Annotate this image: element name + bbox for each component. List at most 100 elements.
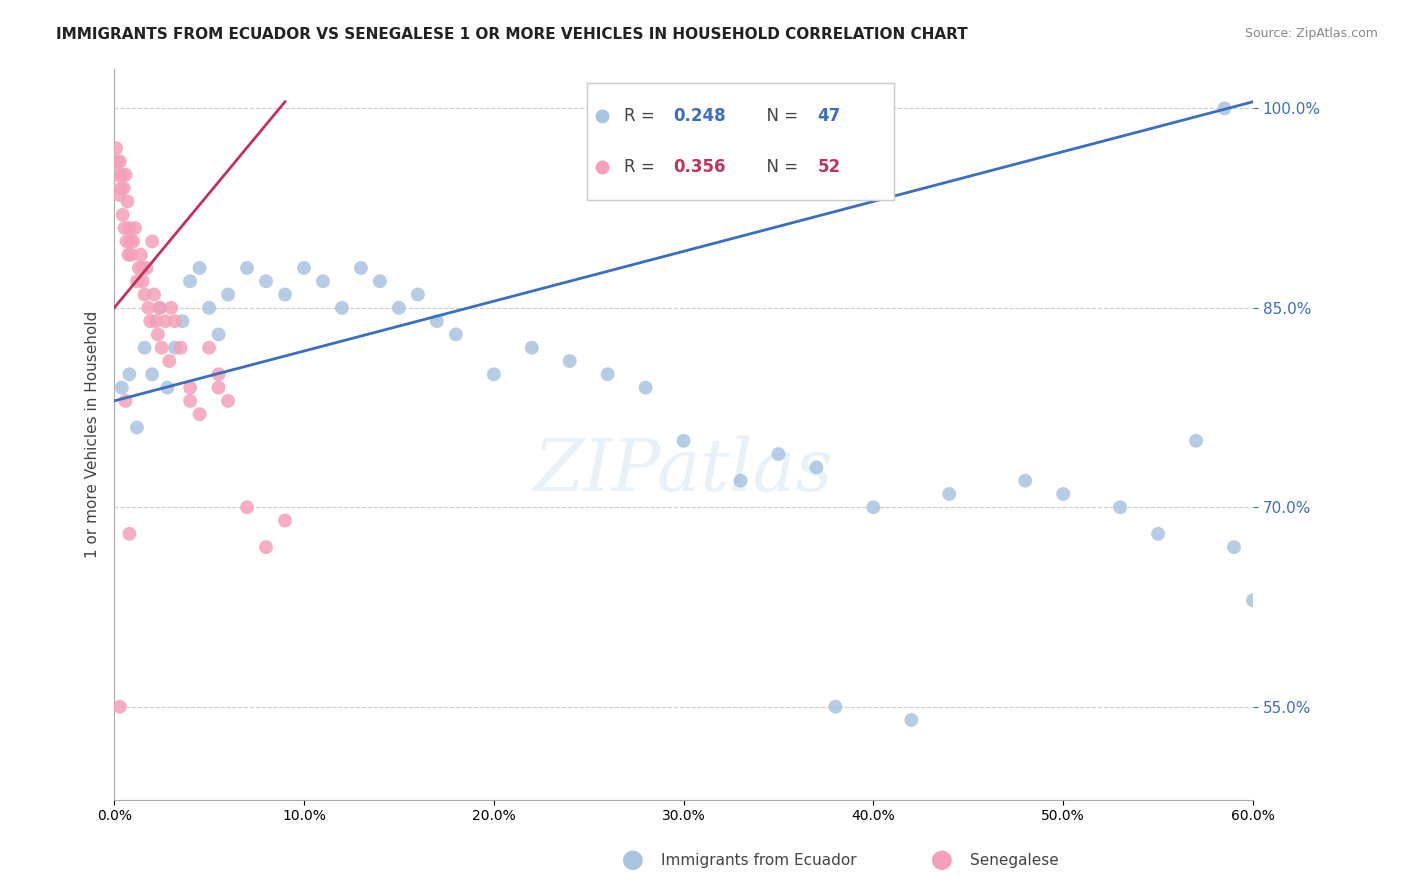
Senegalese	[117, 247, 139, 261]
Senegalese	[198, 341, 221, 355]
Immigrants from Ecuador	[207, 327, 229, 342]
Immigrants from Ecuador	[134, 341, 156, 355]
Senegalese	[122, 235, 145, 249]
Immigrants from Ecuador	[141, 368, 163, 382]
Immigrants from Ecuador	[156, 381, 179, 395]
Immigrants from Ecuador	[1147, 526, 1170, 541]
Immigrants from Ecuador	[634, 381, 657, 395]
Immigrants from Ecuador	[330, 301, 353, 315]
Senegalese	[274, 514, 297, 528]
Immigrants from Ecuador	[172, 314, 194, 328]
Senegalese	[108, 187, 131, 202]
Senegalese	[112, 181, 135, 195]
Senegalese	[107, 168, 129, 182]
Immigrants from Ecuador	[1223, 540, 1246, 554]
Senegalese	[179, 381, 201, 395]
Senegalese	[139, 314, 162, 328]
Senegalese	[157, 354, 180, 368]
Immigrants from Ecuador	[254, 274, 277, 288]
Immigrants from Ecuador	[862, 500, 884, 515]
Senegalese	[163, 314, 186, 328]
Immigrants from Ecuador	[1014, 474, 1036, 488]
Senegalese	[120, 247, 142, 261]
Senegalese	[207, 381, 229, 395]
Senegalese	[131, 260, 153, 275]
Immigrants from Ecuador	[824, 699, 846, 714]
Senegalese	[179, 393, 201, 408]
Immigrants from Ecuador	[179, 274, 201, 288]
Senegalese	[188, 407, 211, 421]
Senegalese	[125, 274, 148, 288]
Senegalese	[135, 260, 157, 275]
Senegalese	[134, 287, 156, 301]
Immigrants from Ecuador	[444, 327, 467, 342]
Senegalese	[108, 699, 131, 714]
Immigrants from Ecuador	[198, 301, 221, 315]
Immigrants from Ecuador	[188, 260, 211, 275]
Immigrants from Ecuador	[368, 274, 391, 288]
Immigrants from Ecuador	[1052, 487, 1074, 501]
Immigrants from Ecuador	[938, 487, 960, 501]
Immigrants from Ecuador	[274, 287, 297, 301]
Senegalese	[110, 181, 132, 195]
Immigrants from Ecuador	[900, 713, 922, 727]
Immigrants from Ecuador	[406, 287, 429, 301]
Immigrants from Ecuador	[1109, 500, 1132, 515]
Immigrants from Ecuador	[388, 301, 411, 315]
Senegalese	[108, 154, 131, 169]
Y-axis label: 1 or more Vehicles in Household: 1 or more Vehicles in Household	[86, 310, 100, 558]
Text: Senegalese: Senegalese	[970, 854, 1059, 868]
Immigrants from Ecuador	[217, 287, 239, 301]
Text: IMMIGRANTS FROM ECUADOR VS SENEGALESE 1 OR MORE VEHICLES IN HOUSEHOLD CORRELATIO: IMMIGRANTS FROM ECUADOR VS SENEGALESE 1 …	[56, 27, 967, 42]
Senegalese	[120, 235, 142, 249]
Immigrants from Ecuador	[730, 474, 752, 488]
Immigrants from Ecuador	[672, 434, 695, 448]
Senegalese	[217, 393, 239, 408]
Immigrants from Ecuador	[1241, 593, 1264, 607]
Senegalese	[111, 168, 134, 182]
Senegalese	[236, 500, 259, 515]
Immigrants from Ecuador	[125, 420, 148, 434]
Senegalese	[138, 301, 160, 315]
Senegalese	[111, 208, 134, 222]
Senegalese	[169, 341, 191, 355]
Senegalese	[129, 247, 152, 261]
Senegalese	[118, 221, 141, 235]
Senegalese	[150, 341, 173, 355]
Text: ⬤: ⬤	[621, 851, 644, 871]
Senegalese	[114, 168, 136, 182]
Text: Immigrants from Ecuador: Immigrants from Ecuador	[661, 854, 856, 868]
Immigrants from Ecuador	[520, 341, 543, 355]
Immigrants from Ecuador	[163, 341, 186, 355]
Senegalese	[160, 301, 183, 315]
Immigrants from Ecuador	[292, 260, 315, 275]
Immigrants from Ecuador	[350, 260, 373, 275]
Senegalese	[254, 540, 277, 554]
Immigrants from Ecuador	[596, 368, 619, 382]
Senegalese	[146, 327, 169, 342]
Senegalese	[105, 141, 128, 155]
Text: Source: ZipAtlas.com: Source: ZipAtlas.com	[1244, 27, 1378, 40]
Senegalese	[207, 368, 229, 382]
Senegalese	[131, 274, 153, 288]
Senegalese	[117, 194, 139, 209]
Senegalese	[118, 526, 141, 541]
Senegalese	[143, 287, 166, 301]
Immigrants from Ecuador	[1185, 434, 1208, 448]
Immigrants from Ecuador	[149, 301, 172, 315]
Immigrants from Ecuador	[806, 460, 828, 475]
Senegalese	[149, 301, 172, 315]
Text: ZIPatlas: ZIPatlas	[534, 435, 834, 506]
Immigrants from Ecuador	[482, 368, 505, 382]
Senegalese	[155, 314, 177, 328]
Immigrants from Ecuador	[1213, 102, 1236, 116]
Senegalese	[124, 221, 146, 235]
Immigrants from Ecuador	[236, 260, 259, 275]
Senegalese	[115, 235, 138, 249]
Immigrants from Ecuador	[426, 314, 449, 328]
Senegalese	[114, 221, 136, 235]
Immigrants from Ecuador	[558, 354, 581, 368]
Senegalese	[114, 393, 136, 408]
Text: ⬤: ⬤	[931, 851, 953, 871]
Immigrants from Ecuador	[312, 274, 335, 288]
